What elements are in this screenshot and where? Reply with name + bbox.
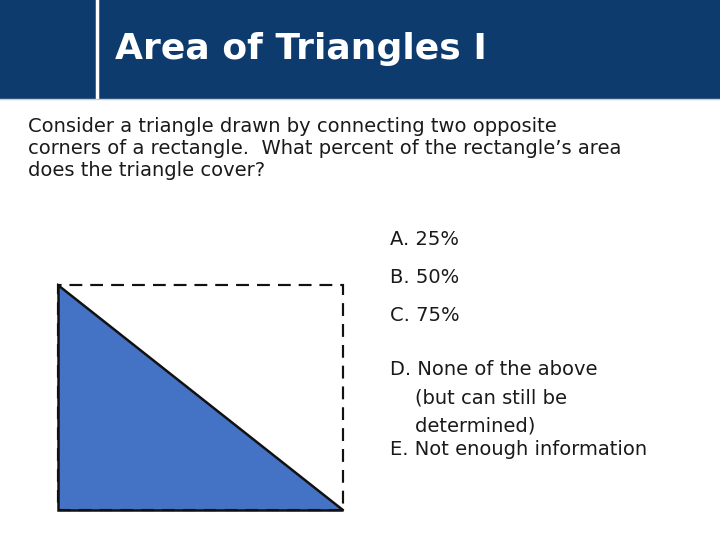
Bar [58, 285, 343, 510]
Bar [58, 285, 343, 510]
Text: Area of Triangles I: Area of Triangles I [115, 32, 487, 66]
Text: corners of a rectangle.  What percent of the rectangle’s area: corners of a rectangle. What percent of … [28, 139, 621, 158]
Polygon shape [58, 285, 343, 510]
Text: C. 75%: C. 75% [390, 306, 459, 325]
Text: B. 50%: B. 50% [390, 268, 459, 287]
Text: Consider a triangle drawn by connecting two opposite: Consider a triangle drawn by connecting … [28, 117, 557, 136]
Text: D. None of the above
    (but can still be
    determined): D. None of the above (but can still be d… [390, 360, 598, 435]
Text: A. 25%: A. 25% [390, 230, 459, 249]
Text: E. Not enough information: E. Not enough information [390, 440, 647, 459]
Text: does the triangle cover?: does the triangle cover? [28, 161, 265, 180]
Bar [0, 0, 720, 99]
